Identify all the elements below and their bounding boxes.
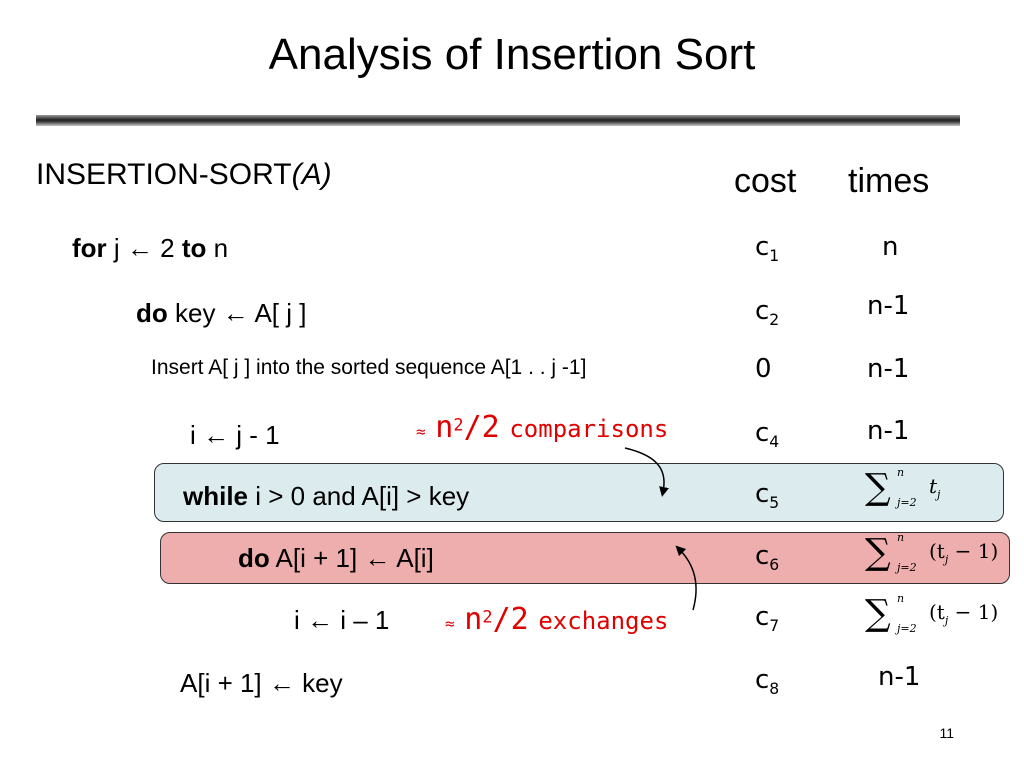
title-divider	[36, 115, 960, 126]
times-8: n-1	[878, 662, 921, 692]
times-6-sum: ∑ n j=2 (tj − 1)	[865, 531, 1015, 581]
cost-6: c6	[755, 541, 779, 574]
sum-body: (tj − 1)	[929, 600, 998, 627]
cost-2: c2	[755, 296, 779, 329]
sum-open: (t	[929, 539, 945, 563]
cost-symbol: c	[755, 479, 770, 509]
cost-symbol: c	[755, 665, 770, 695]
times-1: n	[882, 232, 899, 262]
keyword-while: while	[183, 481, 249, 511]
comparisons-arrow	[624, 447, 669, 497]
sigma-symbol: ∑	[865, 467, 891, 508]
keyword-to: to	[181, 233, 207, 263]
sum-body: tj	[929, 474, 940, 501]
code-line-6: do A[i + 1] ← A[i]	[238, 543, 434, 574]
code-text: n	[206, 233, 229, 263]
times-5-sum: ∑ n j=2 tj	[865, 466, 985, 516]
cost-3: 0	[755, 354, 772, 384]
cost-header: cost	[734, 162, 797, 200]
cost-subscript: 1	[769, 247, 780, 266]
cost-subscript: 6	[769, 556, 780, 575]
sum-body: (tj − 1)	[929, 539, 998, 566]
cost-symbol: c	[755, 602, 770, 632]
sigma-symbol: ∑	[865, 532, 891, 573]
times-3: n-1	[867, 354, 910, 384]
times-4: n-1	[867, 416, 910, 446]
times-7-sum: ∑ n j=2 (tj − 1)	[865, 592, 1015, 642]
sum-upper: n	[897, 592, 905, 605]
algorithm-signature: INSERTION-SORT(A)	[36, 158, 332, 192]
cost-5: c5	[755, 479, 779, 512]
sum-var-sub: j	[944, 553, 949, 566]
annotation-label: exchanges	[538, 607, 669, 635]
code-line-8: A[i + 1] ← key	[180, 668, 343, 698]
code-line-5: while i > 0 and A[i] > key	[183, 481, 469, 512]
annotation-label: comparisons	[509, 415, 669, 443]
do-highlight-box	[160, 532, 1010, 584]
annotation-exponent: 2	[482, 607, 493, 628]
cost-7: c7	[755, 602, 779, 635]
annotation-exponent: 2	[453, 415, 464, 436]
cost-symbol: c	[755, 296, 770, 326]
exchanges-arrow	[675, 545, 697, 611]
keyword-do: do	[136, 298, 168, 328]
cost-subscript: 5	[769, 494, 780, 513]
annotation-n: n	[435, 410, 454, 445]
cost-1: c1	[755, 232, 779, 265]
cost-symbol: c	[755, 232, 770, 262]
cost-subscript: 4	[769, 433, 780, 452]
cost-symbol: c	[755, 541, 770, 571]
cost-4: c4	[755, 418, 779, 451]
annotation-n: n	[464, 602, 483, 637]
algorithm-name: INSERTION-SORT	[36, 158, 292, 191]
sum-var: t	[929, 474, 938, 498]
cost-subscript: 2	[769, 311, 780, 330]
code-text: j ← 2	[106, 233, 182, 263]
annotation-divisor: /2	[492, 602, 529, 637]
cost-subscript: 8	[769, 680, 780, 699]
sum-close: − 1)	[948, 539, 999, 563]
annotation-divisor: /2	[463, 410, 500, 445]
algorithm-param: (A)	[291, 158, 332, 191]
sum-lower: j=2	[897, 622, 917, 635]
sum-var-sub: j	[944, 614, 949, 627]
approx-symbol: ≈	[416, 422, 426, 441]
code-line-3: Insert A[ j ] into the sorted sequence A…	[151, 356, 587, 379]
cost-8: c8	[755, 665, 779, 698]
slide-title: Analysis of Insertion Sort	[268, 30, 756, 79]
keyword-for: for	[72, 233, 107, 263]
comparisons-annotation: ≈ n2/2 comparisons	[416, 410, 668, 445]
exchanges-annotation: ≈ n2/2 exchanges	[445, 602, 668, 637]
times-2: n-1	[867, 291, 910, 321]
code-line-1: for j ← 2 to n	[72, 233, 228, 264]
code-line-2: do key ← A[ j ]	[136, 298, 306, 329]
sum-var-sub: j	[937, 488, 941, 501]
sum-lower: j=2	[897, 561, 917, 574]
approx-symbol: ≈	[445, 614, 455, 633]
code-text: i > 0 and A[i] > key	[248, 481, 470, 511]
sum-upper: n	[897, 531, 905, 544]
cost-subscript: 7	[769, 617, 780, 636]
while-highlight-box	[154, 463, 1004, 522]
keyword-do: do	[238, 543, 270, 573]
cost-symbol: c	[755, 418, 770, 448]
sum-lower: j=2	[897, 496, 917, 509]
code-line-4: i ← j - 1	[190, 420, 280, 450]
sum-close: − 1)	[948, 600, 999, 624]
page-number: 11	[939, 725, 954, 741]
code-text: key ← A[ j ]	[167, 298, 307, 328]
sum-upper: n	[897, 466, 905, 479]
code-text: A[i + 1] ← A[i]	[269, 543, 434, 573]
times-header: times	[848, 162, 930, 200]
code-line-7: i ← i – 1	[294, 605, 390, 635]
sum-open: (t	[929, 600, 945, 624]
sigma-symbol: ∑	[865, 593, 891, 634]
